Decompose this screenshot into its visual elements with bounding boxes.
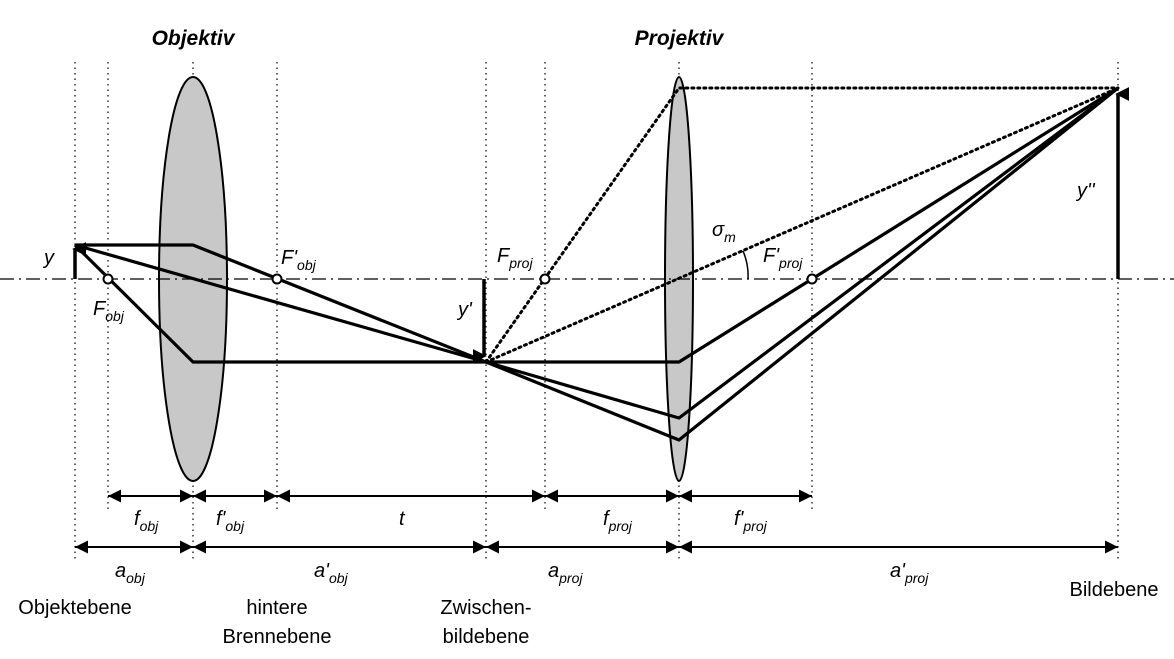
sigma-angle-arc (742, 250, 749, 280)
dim-label-a-proj-prime: a'proj (890, 560, 929, 586)
focal-construction-ray (484, 86, 1120, 364)
objective-title: Objektiv (152, 27, 236, 50)
dim-label-a-proj: aproj (548, 560, 583, 586)
label-f-obj-prime: F'obj (281, 247, 317, 273)
dim-label-f-proj-prime: f'proj (734, 508, 768, 534)
label-y: y (42, 247, 55, 269)
plane-label-image: Bildebene (1070, 579, 1159, 601)
label-f-proj-prime: F'proj (763, 245, 803, 271)
label-f-obj: Fobj (93, 298, 125, 324)
plane-label-object: Objektebene (18, 597, 131, 619)
dim-label-a-obj: aobj (115, 560, 146, 586)
focal-point-f-proj-prime (806, 273, 818, 285)
dim-label-f-obj-prime: f'obj (216, 508, 245, 534)
focal-point-f-obj-prime (271, 273, 283, 285)
dim-label-a-obj-prime: a'obj (314, 560, 349, 586)
central-ray-objective (74, 243, 487, 364)
dim-label-f-obj: fobj (134, 508, 159, 534)
focal-ray-objective (73, 243, 486, 364)
label-y-prime: y' (456, 299, 473, 321)
plane-label-intermediate-1: Zwischen- (440, 597, 531, 619)
focal-point-f-proj (539, 273, 551, 285)
label-f-proj: Fproj (497, 245, 533, 271)
angle-construction-ray (484, 86, 1120, 364)
parallel-ray-projective (486, 86, 1119, 364)
plane-label-intermediate-2: bildebene (443, 626, 530, 648)
parallel-ray-objective (75, 243, 487, 364)
projective-title: Projektiv (635, 27, 725, 50)
label-sigma-m: σm (712, 219, 736, 245)
dim-label-f-proj: fproj (603, 508, 633, 534)
focal-point-f-obj (102, 273, 114, 285)
ray-projective-3 (485, 86, 1120, 442)
ray-projective-2 (485, 86, 1119, 420)
dim-label-t: t (399, 508, 406, 530)
label-y-double-prime: y'' (1075, 180, 1096, 202)
plane-label-back-focal-1: hintere (246, 597, 307, 619)
plane-label-back-focal-2: Brennebene (223, 626, 332, 648)
